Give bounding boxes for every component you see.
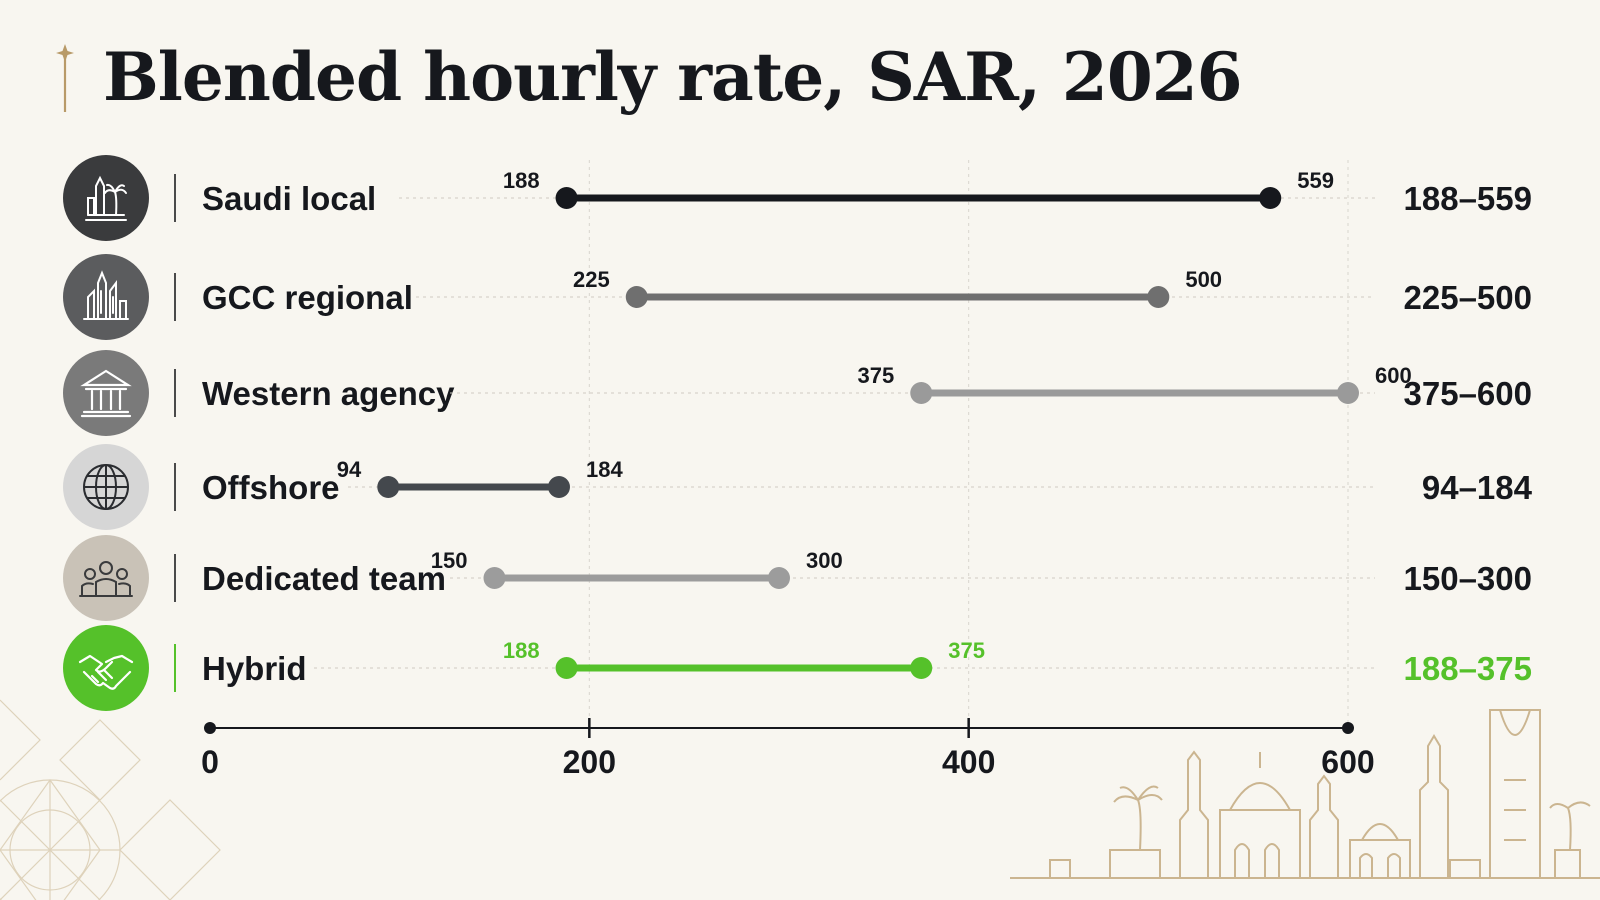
range-summary-label: 375–600 [1404,375,1532,412]
institution-icon [80,369,132,418]
category-label: Hybrid [202,650,307,687]
range-min-dot [483,567,506,589]
chart-title: Blended hourly rate, SAR, 2026 [103,38,1243,116]
range-max-dot [1337,382,1359,404]
range-min-dot [555,187,578,209]
range-max-label: 184 [586,457,623,482]
range-max-dot [768,567,790,589]
range-min-dot [625,286,648,308]
globe-icon [83,464,129,510]
skyline-icon [83,270,129,320]
range-min-label: 225 [573,267,610,292]
category-label: Saudi local [202,180,376,217]
range-min-label: 94 [337,457,362,482]
range-max-dot [910,657,933,679]
range-max-label: 559 [1297,168,1334,193]
range-min-label: 150 [431,548,468,573]
range-max-label: 600 [1375,363,1412,388]
x-axis-end-dot [1342,722,1354,734]
category-label: Western agency [202,375,455,412]
category-label: Dedicated team [202,560,446,597]
pattern-decoration [0,699,221,900]
x-tick-label: 600 [1321,744,1374,780]
title-accent-icon [56,44,74,112]
skyline-decoration [1010,709,1600,879]
range-max-dot [1259,187,1282,209]
range-max-label: 300 [806,548,843,573]
range-summary-label: 225–500 [1404,279,1532,316]
category-label: GCC regional [202,279,413,316]
range-summary-label: 150–300 [1404,560,1532,597]
team-icon [79,561,133,597]
category-icon-bg [63,155,149,241]
range-max-label: 500 [1185,267,1222,292]
category-label: Offshore [202,469,340,506]
x-tick-label: 200 [563,744,616,780]
range-max-dot [547,476,570,498]
range-min-label: 375 [858,363,895,388]
range-min-label: 188 [503,638,540,663]
city-palm-icon [85,175,127,221]
range-min-dot [910,382,933,404]
handshake-icon [78,654,134,690]
range-summary-label: 188–375 [1404,650,1532,687]
x-tick-label: 0 [201,744,219,780]
range-min-dot [377,476,400,498]
range-max-dot [1147,286,1170,308]
x-axis-start-dot [204,722,216,734]
range-max-label: 375 [948,638,985,663]
range-summary-label: 188–559 [1404,180,1532,217]
category-icon-bg [63,350,149,436]
range-min-label: 188 [503,168,540,193]
range-min-dot [555,657,578,679]
range-summary-label: 94–184 [1422,469,1533,506]
x-tick-label: 400 [942,744,995,780]
